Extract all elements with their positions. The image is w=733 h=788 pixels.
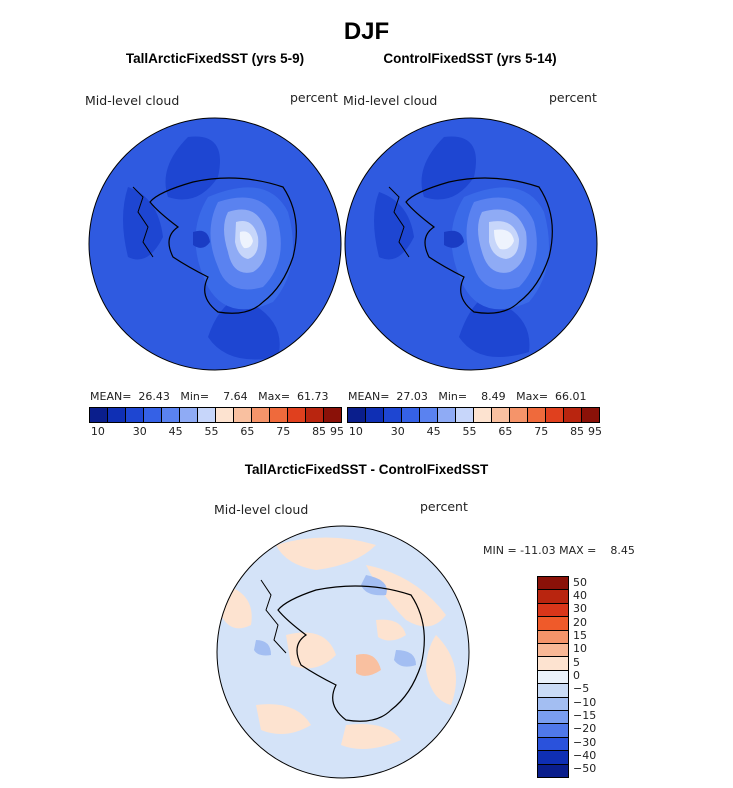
colorbar-tick-label: 85 (312, 425, 327, 438)
colorbar-diff-label: 40 (573, 589, 587, 602)
colorbar-right (347, 407, 600, 423)
colorbar-swatch (474, 408, 492, 422)
colorbar-swatch (348, 408, 366, 422)
colorbar-swatch (538, 751, 568, 765)
panel-right-units-label: percent (549, 90, 597, 105)
colorbar-swatch (366, 408, 384, 422)
colorbar-right-ticks: 10 30 45 55 65 75 85 95 (347, 425, 602, 439)
colorbar-tick-label: 10 (90, 425, 105, 438)
colorbar-tick-label: 75 (276, 425, 291, 438)
colorbar-swatch (528, 408, 546, 422)
colorbar-tick-label: 55 (462, 425, 477, 438)
colorbar-tick-label: 85 (570, 425, 585, 438)
colorbar-swatch (180, 408, 198, 422)
colorbar-tick-label: 10 (348, 425, 363, 438)
colorbar-swatch (234, 408, 252, 422)
colorbar-swatch (198, 408, 216, 422)
colorbar-swatch (510, 408, 528, 422)
colorbar-swatch (126, 408, 144, 422)
colorbar-swatch (538, 590, 568, 604)
colorbar-swatch (384, 408, 402, 422)
colorbar-swatch (538, 644, 568, 658)
colorbar-diff-label: −30 (573, 735, 597, 749)
colorbar-swatch (564, 408, 582, 422)
colorbar-diff-labels: 50 40 30 20 15 10 5 0 −5 −10 −15 −20 −30 −40 −50 (573, 576, 613, 776)
colorbar-swatch (108, 408, 126, 422)
colorbar-swatch (538, 737, 568, 752)
diff-variable-label: Mid-level cloud (214, 502, 309, 517)
colorbar-swatch (456, 408, 474, 422)
colorbar-diff-label: 20 (573, 615, 587, 629)
colorbar-diff-label: −5 (573, 682, 590, 696)
colorbar-swatch (324, 408, 341, 422)
colorbar-swatch (538, 603, 568, 618)
colorbar-diff-label: 30 (573, 602, 587, 616)
colorbar-tick-label: 45 (168, 425, 183, 438)
colorbar-diff-label: 0 (573, 669, 580, 682)
colorbar-swatch (402, 408, 420, 422)
panel-right-variable-label: Mid-level cloud (343, 93, 438, 108)
colorbar-swatch (144, 408, 162, 422)
map-left (88, 117, 342, 371)
main-title: DJF (343, 18, 390, 45)
colorbar-swatch (252, 408, 270, 422)
diff-units-label: percent (420, 499, 468, 514)
panel-right-stats: MEAN= 27.03 Min= 8.49 Max= 66.01 (348, 390, 587, 403)
panel-left-variable-label: Mid-level cloud (85, 93, 180, 108)
diff-minmax: MIN = -11.03 MAX = 8.45 (483, 544, 635, 557)
colorbar-swatch (492, 408, 510, 422)
map-right (344, 117, 598, 371)
colorbar-swatch (538, 617, 568, 631)
panel-left-stats: MEAN= 26.43 Min= 7.64 Max= 61.73 (90, 390, 329, 403)
colorbar-swatch (538, 630, 568, 645)
colorbar-tick-label: 75 (534, 425, 549, 438)
colorbar-swatch (438, 408, 456, 422)
colorbar-swatch (538, 711, 568, 725)
panel-left-units-label: percent (290, 90, 338, 105)
colorbar-diff-label: 5 (573, 655, 580, 669)
colorbar-swatch (582, 408, 599, 422)
colorbar-tick-label: 95 (588, 425, 602, 438)
panel-right-title: ControlFixedSST (yrs 5-14) (383, 51, 557, 66)
colorbar-swatch (420, 408, 438, 422)
colorbar-tick-label: 30 (390, 425, 405, 438)
colorbar-swatch (288, 408, 306, 422)
colorbar-tick-label: 95 (330, 425, 344, 438)
colorbar-tick-label: 45 (426, 425, 441, 438)
colorbar-swatch (162, 408, 180, 422)
colorbar-swatch (306, 408, 324, 422)
colorbar-diff-label: 15 (573, 629, 587, 642)
colorbar-swatch (90, 408, 108, 422)
colorbar-left-ticks: 10 30 45 55 65 75 85 95 (89, 425, 344, 439)
colorbar-tick-label: 30 (132, 425, 147, 438)
colorbar-tick-label: 65 (240, 425, 255, 438)
colorbar-left (89, 407, 342, 423)
colorbar-diff-label: 50 (573, 575, 587, 589)
colorbar-swatch (538, 670, 568, 685)
colorbar-diff-label: 10 (573, 642, 587, 656)
colorbar-swatch (270, 408, 288, 422)
colorbar-swatch (538, 684, 568, 698)
colorbar-diff-label: −50 (573, 762, 597, 776)
colorbar-diff-label: −10 (573, 695, 597, 709)
colorbar-swatch (538, 764, 568, 778)
colorbar-diff (537, 576, 569, 778)
colorbar-diff-label: −15 (573, 709, 597, 722)
colorbar-swatch (538, 697, 568, 712)
diff-title: TallArcticFixedSST - ControlFixedSST (244, 462, 489, 477)
colorbar-swatch (538, 577, 568, 591)
colorbar-diff-label: −40 (573, 749, 597, 762)
colorbar-swatch (216, 408, 234, 422)
colorbar-swatch (546, 408, 564, 422)
panel-left-title: TallArcticFixedSST (yrs 5-9) (125, 51, 305, 66)
colorbar-diff-label: −20 (573, 722, 597, 736)
colorbar-swatch (538, 724, 568, 738)
colorbar-tick-label: 65 (498, 425, 513, 438)
colorbar-swatch (538, 657, 568, 671)
map-diff (216, 525, 470, 779)
colorbar-tick-label: 55 (204, 425, 219, 438)
